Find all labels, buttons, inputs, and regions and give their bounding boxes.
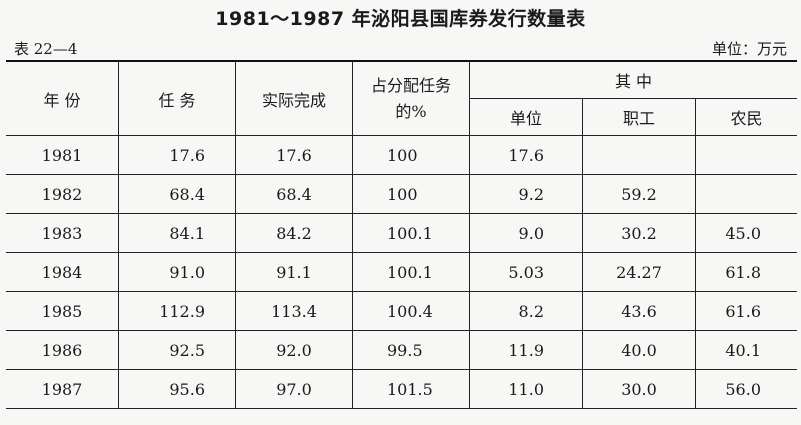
cell-year: 1986 (6, 330, 119, 370)
header-farmer: 农民 (695, 98, 797, 136)
table-row: 1986 92.5 92.0 99.5 11.9 40.0 40.1 (6, 330, 797, 370)
cell-done: 97.0 (235, 369, 353, 409)
header-done: 实际完成 (235, 60, 353, 136)
cell-staff: 59.2 (582, 174, 696, 214)
unit-label: 单位：万元 (711, 40, 787, 58)
table-row: 1985 112.9 113.4 100.4 8.2 43.6 61.6 (6, 291, 797, 331)
cell-farmer: 45.0 (695, 213, 797, 253)
cell-year: 1983 (6, 213, 119, 253)
bond-issuance-table: 年 份 任 务 实际完成 占分配任务的% 其 中 单位 职工 农民 1981 17… (6, 60, 797, 409)
cell-task: 92.5 (118, 330, 236, 370)
cell-staff (582, 135, 696, 175)
cell-pct: 99.5 (352, 330, 470, 370)
cell-unit: 5.03 (469, 252, 583, 292)
table-row: 1982 68.4 68.4 100 9.2 59.2 (6, 174, 797, 214)
header-pct-text: 占分配任务的% (370, 75, 451, 121)
cell-done: 113.4 (235, 291, 353, 331)
table-row: 1981 17.6 17.6 100 17.6 (6, 135, 797, 175)
cell-year: 1987 (6, 369, 119, 409)
cell-task: 112.9 (118, 291, 236, 331)
table-number: 表 22—4 (14, 40, 78, 58)
cell-pct: 100.4 (352, 291, 470, 331)
header-among: 其 中 (469, 60, 797, 99)
cell-farmer: 61.8 (695, 252, 797, 292)
table-row: 1984 91.0 91.1 100.1 5.03 24.27 61.8 (6, 252, 797, 292)
cell-pct: 100.1 (352, 213, 470, 253)
cell-staff: 30.2 (582, 213, 696, 253)
cell-farmer: 40.1 (695, 330, 797, 370)
header-task: 任 务 (118, 60, 236, 136)
cell-year: 1984 (6, 252, 119, 292)
cell-unit: 11.9 (469, 330, 583, 370)
cell-pct: 100 (352, 174, 470, 214)
cell-done: 92.0 (235, 330, 353, 370)
cell-task: 95.6 (118, 369, 236, 409)
cell-done: 91.1 (235, 252, 353, 292)
table-body: 1981 17.6 17.6 100 17.6 1982 68.4 68.4 100 9.2 59.… (6, 135, 797, 409)
cell-unit: 9.2 (469, 174, 583, 214)
cell-year: 1985 (6, 291, 119, 331)
header-pct: 占分配任务的% (352, 60, 470, 136)
cell-unit: 9.0 (469, 213, 583, 253)
cell-task: 17.6 (118, 135, 236, 175)
cell-unit: 8.2 (469, 291, 583, 331)
header-staff: 职工 (582, 98, 696, 136)
cell-farmer: 61.6 (695, 291, 797, 331)
cell-farmer (695, 174, 797, 214)
cell-pct: 100 (352, 135, 470, 175)
cell-year: 1981 (6, 135, 119, 175)
cell-staff: 43.6 (582, 291, 696, 331)
cell-pct: 101.5 (352, 369, 470, 409)
cell-done: 17.6 (235, 135, 353, 175)
cell-staff: 40.0 (582, 330, 696, 370)
cell-task: 84.1 (118, 213, 236, 253)
cell-pct: 100.1 (352, 252, 470, 292)
cell-task: 68.4 (118, 174, 236, 214)
table-row: 1983 84.1 84.2 100.1 9.0 30.2 45.0 (6, 213, 797, 253)
cell-farmer: 56.0 (695, 369, 797, 409)
cell-staff: 30.0 (582, 369, 696, 409)
cell-unit: 11.0 (469, 369, 583, 409)
header-year: 年 份 (6, 60, 119, 136)
cell-done: 84.2 (235, 213, 353, 253)
cell-staff: 24.27 (582, 252, 696, 292)
cell-year: 1982 (6, 174, 119, 214)
page-title: 1981～1987 年泌阳县国库券发行数量表 (215, 8, 586, 30)
table-row: 1987 95.6 97.0 101.5 11.0 30.0 56.0 (6, 369, 797, 409)
cell-task: 91.0 (118, 252, 236, 292)
header-unit: 单位 (469, 98, 583, 136)
cell-unit: 17.6 (469, 135, 583, 175)
cell-farmer (695, 135, 797, 175)
cell-done: 68.4 (235, 174, 353, 214)
